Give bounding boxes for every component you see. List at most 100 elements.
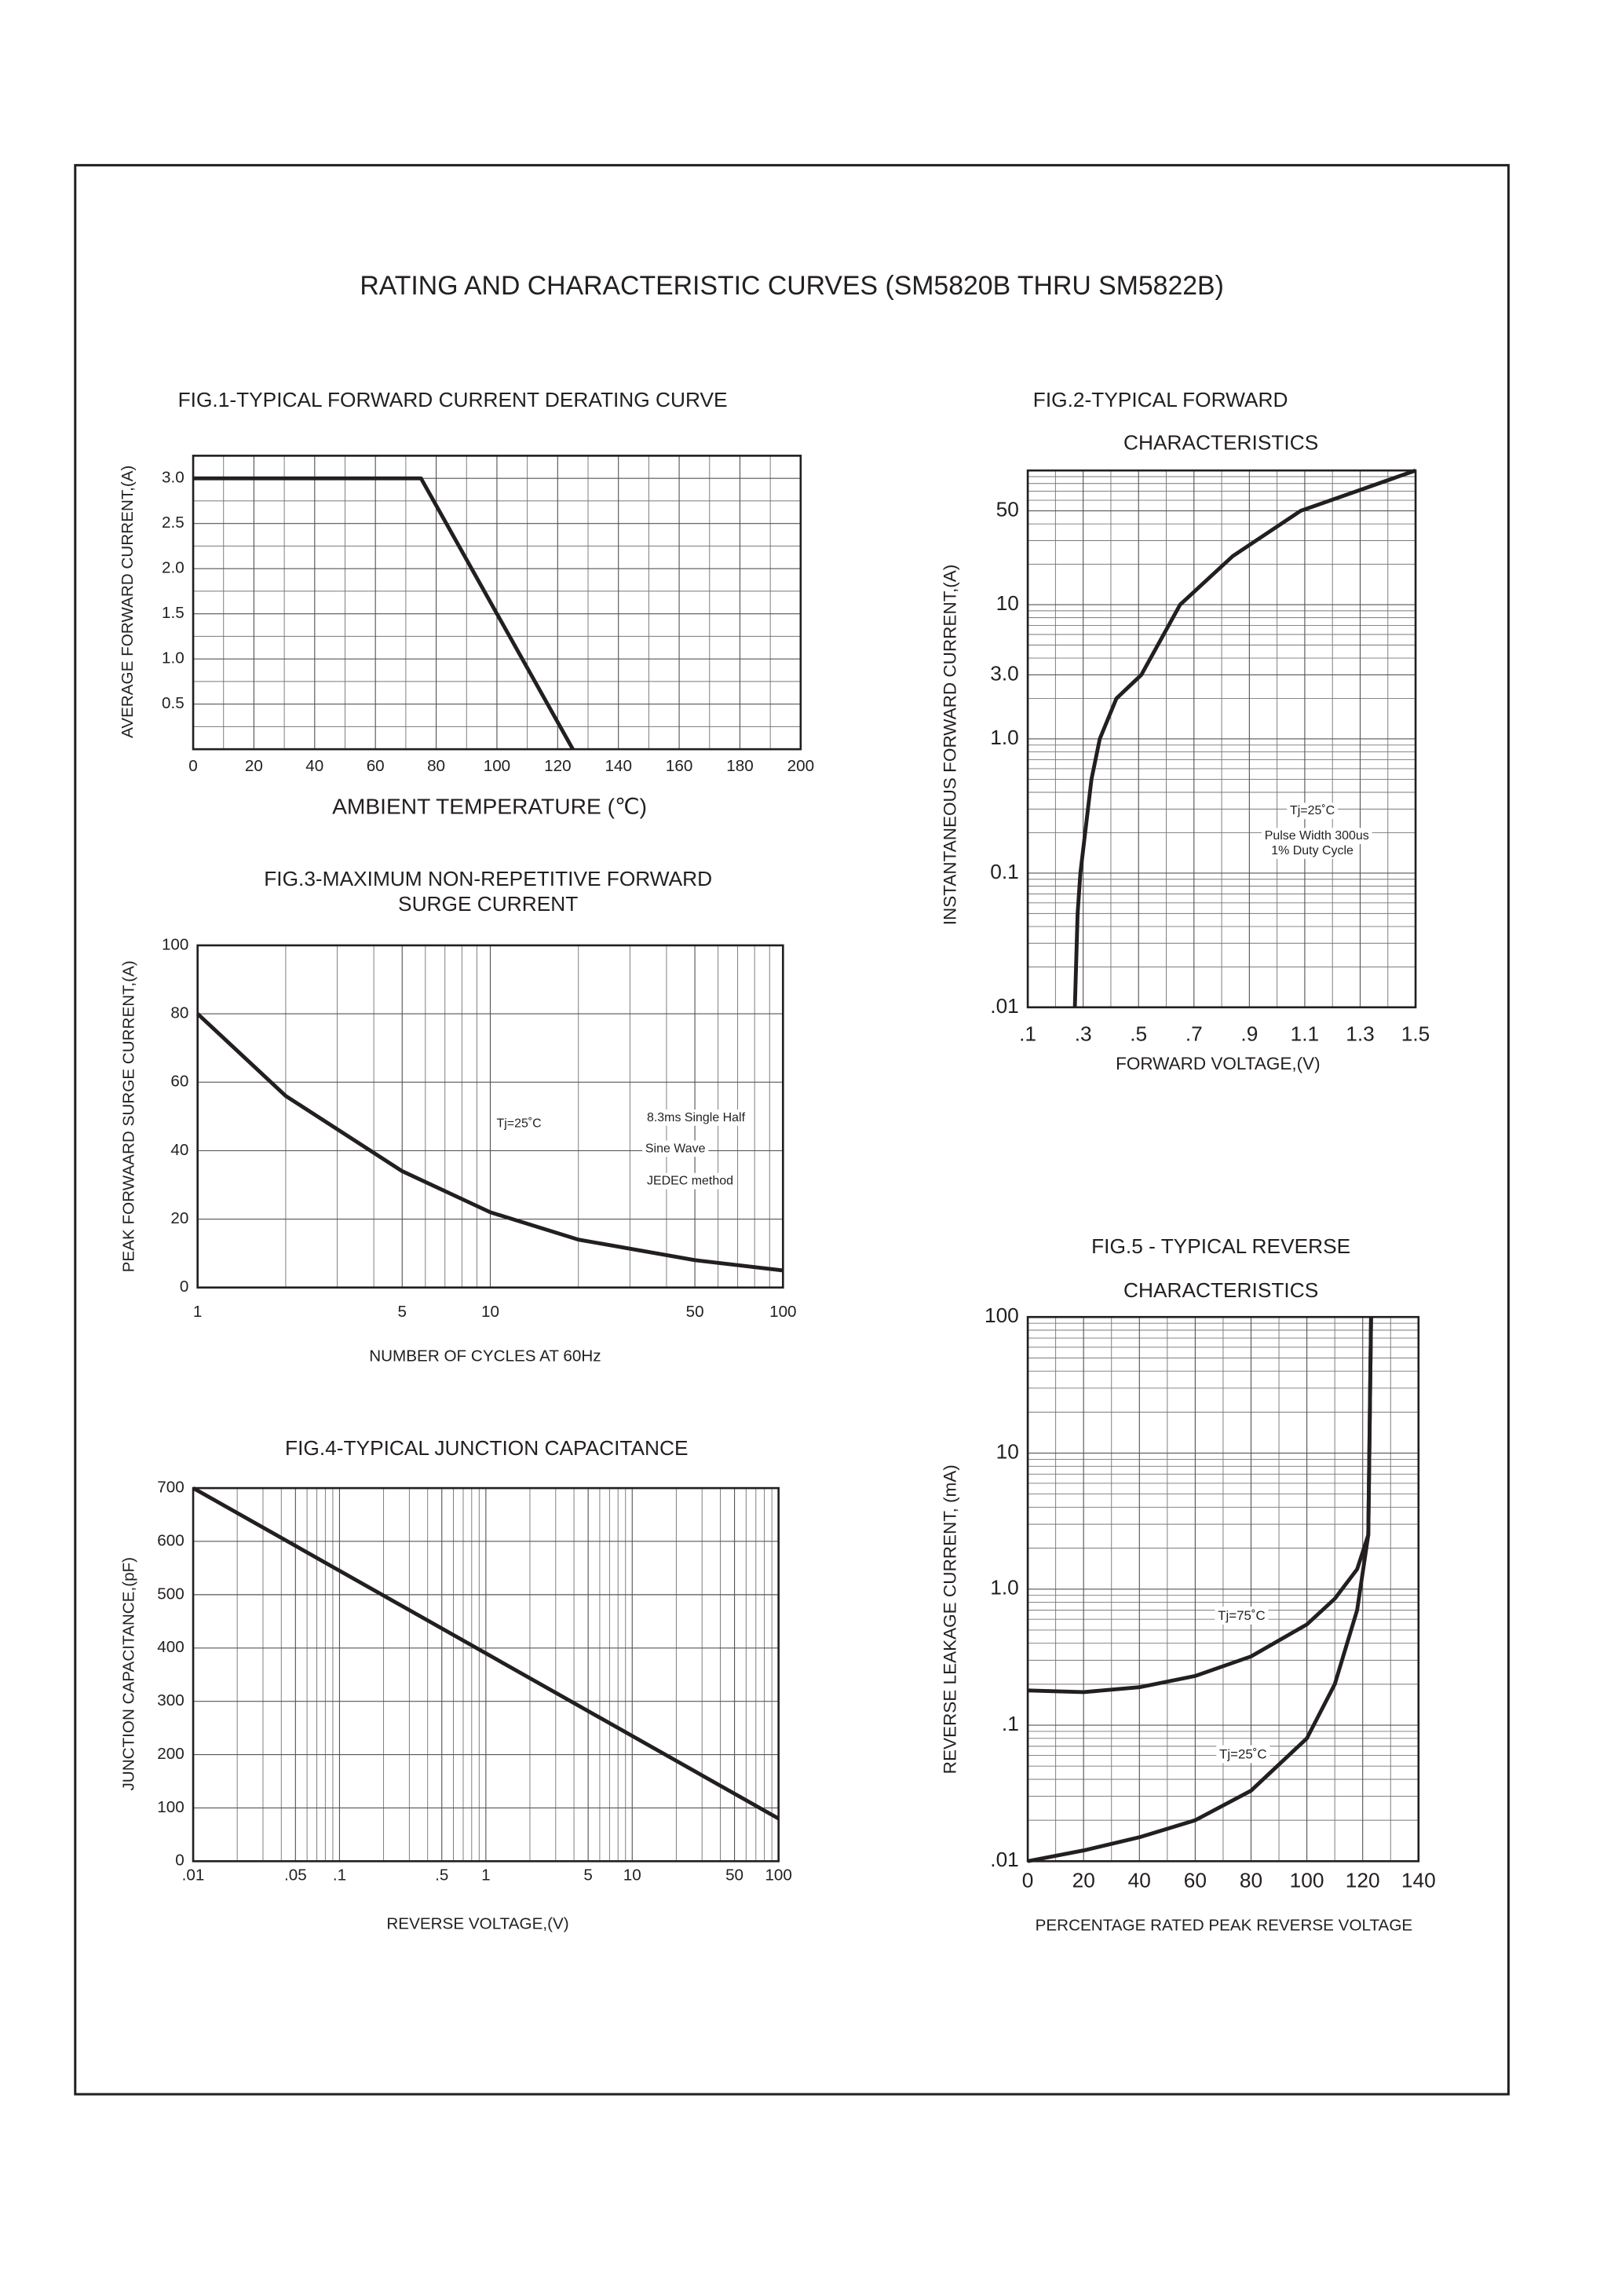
x-tick-label: 80 (427, 757, 445, 775)
x-tick-label: 40 (1128, 1869, 1151, 1892)
plot-area (196, 944, 784, 1289)
x-tick-label: .1 (1019, 1022, 1036, 1045)
x-tick-label: 80 (1240, 1869, 1262, 1892)
y-tick-label: 0 (175, 1852, 184, 1870)
y-tick-label: 2.5 (162, 514, 184, 532)
plot-area (1026, 1315, 1420, 1863)
x-tick-label: .7 (1185, 1022, 1203, 1045)
y-tick-label: 3.0 (990, 661, 1019, 685)
x-tick-label: 160 (666, 757, 692, 775)
x-tick-label: 0 (1022, 1869, 1034, 1892)
chart-title: CHARACTERISTICS (1123, 1278, 1318, 1302)
curve (1027, 1317, 1373, 1863)
y-tick-label: 1.0 (162, 649, 184, 667)
x-tick-label: 60 (367, 757, 385, 775)
label-background (1215, 1607, 1269, 1625)
chart-title: FIG.4-TYPICAL JUNCTION CAPACITANCE (285, 1436, 689, 1460)
x-tick-label: 140 (1401, 1869, 1436, 1892)
annotation: Tj=25˚C (1290, 804, 1335, 817)
curve (192, 1486, 780, 1821)
x-tick-label: 10 (623, 1866, 641, 1885)
x-tick-label: 1.5 (1401, 1022, 1430, 1045)
y-tick-label: 1.0 (990, 726, 1019, 749)
x-tick-label: 0 (188, 757, 197, 775)
chart-title: FIG.5 - TYPICAL REVERSE (1091, 1234, 1350, 1258)
annotation: Sine Wave (645, 1142, 706, 1155)
y-tick-label: 60 (170, 1073, 188, 1091)
chart-title: FIG.1-TYPICAL FORWARD CURRENT DERATING C… (178, 388, 728, 411)
x-tick-label: .1 (333, 1866, 346, 1885)
x-axis-label: REVERSE VOLTAGE,(V) (386, 1915, 568, 1933)
plot-area (192, 1486, 780, 1863)
x-tick-label: .3 (1075, 1022, 1092, 1045)
x-tick-label: 5 (583, 1866, 593, 1885)
x-tick-label: 10 (481, 1303, 499, 1321)
label-background (1287, 803, 1338, 820)
y-tick-label: 20 (170, 1209, 188, 1227)
x-tick-label: 1 (193, 1303, 203, 1321)
y-tick-label: 1.0 (990, 1576, 1019, 1600)
x-tick-label: .9 (1240, 1022, 1258, 1045)
label-background (644, 1110, 749, 1126)
y-tick-label: 500 (157, 1585, 184, 1603)
y-tick-label: .01 (990, 1848, 1019, 1871)
annotation: 8.3ms Single Half (647, 1111, 746, 1124)
x-tick-label: 140 (605, 757, 631, 775)
x-tick-label: .05 (284, 1866, 307, 1885)
annotation: Tj=25˚C (497, 1117, 542, 1130)
x-tick-label: .5 (1130, 1022, 1147, 1045)
y-tick-label: 0 (180, 1278, 189, 1296)
series-label: Tj=75˚C (1218, 1608, 1266, 1623)
chart-title: FIG.3-MAXIMUM NON-REPETITIVE FORWARD (264, 867, 712, 890)
x-tick-label: 100 (769, 1303, 796, 1321)
y-tick-label: 10 (996, 591, 1019, 615)
x-tick-label: 20 (245, 757, 263, 775)
chart-title: SURGE CURRENT (398, 892, 578, 916)
y-tick-label: 100 (162, 935, 188, 953)
y-tick-label: 3.0 (162, 469, 184, 487)
x-tick-label: 20 (1072, 1869, 1095, 1892)
y-tick-label: 50 (996, 498, 1019, 521)
y-tick-label: 400 (157, 1638, 184, 1656)
x-tick-label: 1.3 (1346, 1022, 1375, 1045)
curve (1072, 468, 1416, 1007)
y-tick-label: 40 (170, 1141, 188, 1159)
x-tick-label: 50 (686, 1303, 704, 1321)
label-background (642, 1140, 709, 1157)
y-axis-label: INSTANTANEOUS FORWARD CURRENT,(A) (940, 565, 959, 925)
y-tick-label: 700 (157, 1479, 184, 1497)
annotation: 1% Duty Cycle (1271, 844, 1353, 857)
x-axis-label: PERCENTAGE RATED PEAK REVERSE VOLTAGE (1036, 1916, 1413, 1934)
x-tick-label: 5 (398, 1303, 407, 1321)
label-background (1261, 828, 1372, 845)
y-axis-label: JUNCTION CAPACITANCE,(pF) (120, 1557, 138, 1791)
x-tick-label: 200 (787, 757, 814, 775)
annotation: JEDEC method (647, 1175, 733, 1188)
x-tick-label: 180 (726, 757, 753, 775)
y-tick-label: 80 (170, 1004, 188, 1022)
x-tick-label: 60 (1184, 1869, 1207, 1892)
y-axis-label: PEAK FORWAARD SURGE CURRENT,(A) (120, 960, 138, 1272)
curve (196, 1012, 784, 1273)
chart-title: FIG.2-TYPICAL FORWARD (1033, 388, 1288, 411)
x-tick-label: 50 (725, 1866, 743, 1885)
x-axis-label: FORWARD VOLTAGE,(V) (1116, 1054, 1321, 1073)
y-tick-label: .1 (1002, 1712, 1019, 1735)
y-tick-label: 300 (157, 1691, 184, 1709)
y-tick-label: 100 (985, 1303, 1019, 1327)
x-tick-label: .5 (435, 1866, 448, 1885)
label-background (1268, 843, 1357, 859)
curve (193, 476, 575, 751)
chart-title: CHARACTERISTICS (1123, 430, 1318, 454)
x-axis-label: NUMBER OF CYCLES AT 60Hz (369, 1347, 601, 1365)
x-tick-label: 1.1 (1291, 1022, 1320, 1045)
label-background (1216, 1745, 1270, 1764)
x-tick-label: .01 (182, 1866, 205, 1885)
y-axis-label: REVERSE LEAKAGE CURRENT, (mA) (940, 1464, 959, 1774)
series-label: Tj=25˚C (1219, 1747, 1267, 1762)
x-tick-label: 120 (1346, 1869, 1380, 1892)
x-tick-label: 1 (481, 1866, 491, 1885)
x-tick-label: 40 (305, 757, 323, 775)
